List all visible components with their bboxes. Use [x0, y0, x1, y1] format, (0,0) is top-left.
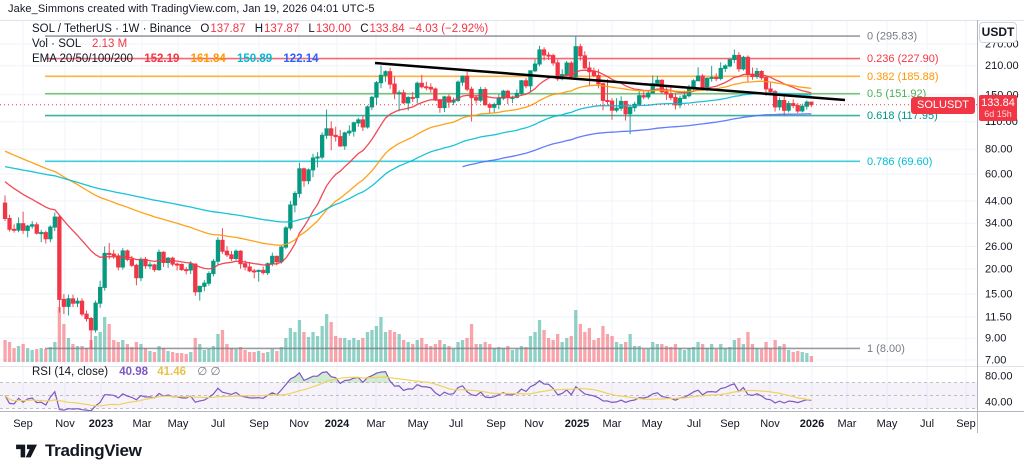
price-tick-label: 9.00 [985, 333, 1006, 345]
time-tick-label: May [877, 418, 898, 430]
price-tick-label: 11.50 [985, 312, 1012, 324]
attribution-text: Jake_Simmons created with TradingView.co… [8, 3, 375, 15]
time-tick-label: 2024 [325, 418, 350, 430]
price-axis-unit[interactable]: USDT [979, 22, 1017, 43]
volume-legend-row: Vol · SOL 2.13 M [32, 38, 488, 50]
svg-text:0.382 (185.88): 0.382 (185.88) [867, 71, 939, 83]
ema50-line [4, 80, 812, 246]
time-tick-label: 2026 [800, 418, 824, 430]
svg-text:0 (295.83): 0 (295.83) [867, 31, 917, 43]
high-label: H [254, 23, 264, 35]
price-tick-label: 210.00 [985, 60, 1019, 72]
time-tick-label: Sep [13, 418, 33, 430]
low-label: L [308, 23, 315, 35]
price-tick-label: 20.00 [985, 264, 1013, 276]
ema50-value: 161.84 [190, 53, 226, 65]
close-label: C [360, 23, 369, 35]
rsi-ma-value: 41.46 [157, 366, 187, 378]
close-value: 133.84 [369, 23, 405, 35]
open-value: 137.87 [210, 23, 246, 35]
symbol-price-tag: SOLUSDT [911, 97, 975, 114]
last-price-badge: 133.84 6d 15h [979, 95, 1017, 121]
time-tick-label: Jul [449, 418, 463, 430]
symbol-legend-row: SOL / TetherUS · 1W · Binance O137.87 H1… [32, 23, 489, 35]
ema200-value: 122.14 [283, 53, 319, 65]
open-label: O [200, 23, 210, 35]
time-tick-label: Sep [486, 418, 506, 430]
time-tick-label: May [642, 418, 663, 430]
time-tick-label: May [168, 418, 189, 430]
high-value: 137.87 [264, 23, 300, 35]
rsi-tick-label: 40.00 [985, 397, 1013, 409]
svg-text:1 (8.00): 1 (8.00) [867, 343, 905, 355]
time-tick-label: May [408, 418, 429, 430]
rsi-label[interactable]: RSI (14, close) [32, 366, 109, 378]
time-axis-scale[interactable] [0, 412, 977, 433]
time-tick-label: Nov [55, 418, 75, 430]
time-tick-label: Nov [524, 418, 544, 430]
price-tick-label: 26.00 [985, 241, 1013, 253]
time-tick-label: Sep [720, 418, 740, 430]
price-tick-label: 80.00 [985, 144, 1013, 156]
time-tick-label: Nov [760, 418, 780, 430]
price-tick-label: 60.00 [985, 169, 1013, 181]
time-tick-label: Mar [838, 418, 857, 430]
trendline [374, 61, 846, 102]
svg-text:0.786 (69.60): 0.786 (69.60) [867, 156, 932, 168]
rsi-hidden-bands: ∅ ∅ [197, 366, 221, 378]
tradingview-logo-text: TradingView [45, 441, 142, 460]
ema100-line [4, 92, 812, 223]
price-tick-label: 7.00 [985, 355, 1006, 367]
rsi-ma-line [4, 376, 812, 407]
rsi-legend-row: RSI (14, close) 40.98 41.46 ∅ ∅ [32, 366, 221, 378]
svg-text:0.236 (227.90): 0.236 (227.90) [867, 53, 939, 65]
time-tick-label: Sep [249, 418, 269, 430]
candles-up [16, 36, 810, 333]
time-tick-label: Jul [687, 418, 701, 430]
ema-legend-row: EMA 20/50/100/200 152.19 161.84 150.89 1… [32, 53, 488, 65]
ema100-value: 150.89 [237, 53, 273, 65]
ema-label[interactable]: EMA 20/50/100/200 [32, 53, 134, 65]
time-tick-label: Mar [133, 418, 152, 430]
price-tick-label: 34.00 [985, 218, 1013, 230]
time-tick-label: Jul [211, 418, 225, 430]
tradingview-logo-icon [16, 444, 37, 458]
time-tick-label: 2023 [89, 418, 113, 430]
time-tick-label: Jul [920, 418, 934, 430]
time-tick-label: Sep [956, 418, 976, 430]
time-tick-label: Mar [367, 418, 386, 430]
price-tick-label: 44.00 [985, 195, 1013, 207]
price-tick-label: 15.00 [985, 289, 1013, 301]
change-value: −4.03 (−2.92%) [408, 23, 489, 35]
price-axis-scale[interactable] [977, 20, 1024, 433]
ema20-value: 152.19 [144, 53, 180, 65]
time-tick-label: Mar [603, 418, 622, 430]
last-price-value: 133.84 [981, 97, 1015, 109]
rsi-value: 40.98 [119, 366, 149, 378]
bar-countdown: 6d 15h [984, 109, 1012, 119]
main-legend: SOL / TetherUS · 1W · Binance O137.87 H1… [32, 23, 489, 69]
low-value: 130.00 [315, 23, 351, 35]
volume-label[interactable]: Vol · SOL [32, 38, 81, 50]
rsi-tick-label: 80.00 [985, 371, 1013, 383]
ema200-line [462, 113, 812, 168]
time-tick-label: Nov [289, 418, 309, 430]
rsi-legend: RSI (14, close) 40.98 41.46 ∅ ∅ [32, 366, 221, 382]
symbol-title[interactable]: SOL / TetherUS · 1W · Binance [32, 23, 192, 35]
time-tick-label: 2025 [565, 418, 589, 430]
volume-value: 2.13 M [92, 38, 128, 50]
rsi-line [4, 370, 812, 412]
tradingview-logo[interactable]: TradingView [16, 441, 142, 461]
